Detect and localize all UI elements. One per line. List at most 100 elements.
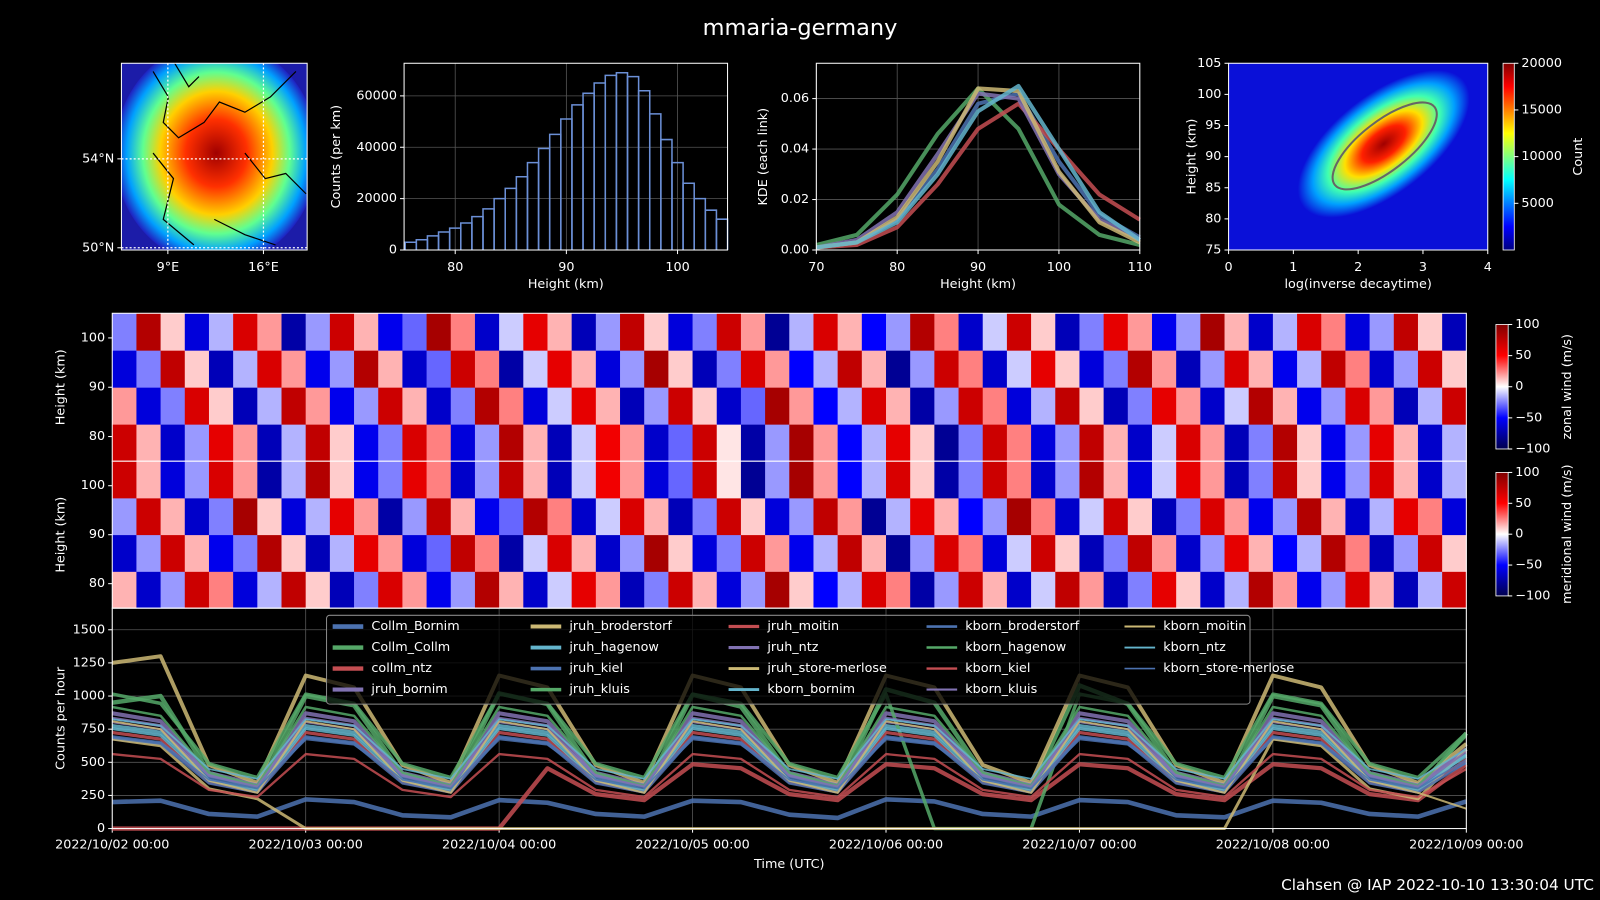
heatmap-cell [1127, 497, 1153, 536]
heatmap-cell [1393, 534, 1419, 572]
heatmap-cell [233, 571, 258, 609]
heatmap-cell [257, 313, 282, 351]
heatmap-cell [1417, 571, 1443, 609]
heatmap-cell [112, 350, 137, 388]
y-tick-label: 54°N [82, 151, 114, 166]
heatmap-cell [1224, 497, 1250, 536]
heatmap-cell [1200, 497, 1225, 536]
heatmap-cell [1272, 534, 1298, 572]
legend-label: kborn_store-merlose [1163, 661, 1294, 676]
heatmap-cell [547, 461, 573, 499]
colorbar-label: Count [1571, 138, 1586, 176]
colorbar-label: zonal wind (m/s) [1560, 334, 1575, 440]
y-tick-label: 0.00 [781, 243, 809, 258]
heatmap-cell [934, 534, 959, 572]
heatmap-cell [354, 497, 379, 536]
heatmap-cell [1224, 534, 1250, 572]
heatmap-cell [1127, 571, 1153, 609]
heatmap-cell [716, 387, 742, 425]
heatmap-cell [982, 424, 1008, 462]
heatmap-cell [523, 461, 548, 499]
heatmap-cell [1006, 350, 1032, 388]
heatmap-cell [281, 571, 307, 609]
heatmap-cell [934, 571, 959, 609]
legend-label: jruh_bornim [370, 682, 447, 697]
heatmap-cell [329, 313, 355, 351]
legend-label: collm_ntz [371, 661, 432, 676]
heatmap-cell [426, 534, 452, 572]
heatmap-cell [813, 497, 839, 536]
y-tick-label: 20000 [356, 191, 397, 206]
heatmap-cell [523, 387, 548, 425]
heatmap-cell [813, 424, 839, 462]
x-tick-label: 16°E [248, 260, 279, 275]
heatmap-cell [1079, 461, 1105, 499]
heatmap-cell [160, 350, 186, 388]
heatmap-cell [184, 387, 210, 425]
heatmap-cell [523, 534, 548, 572]
heatmap-cell [160, 387, 186, 425]
heatmap-cell [692, 571, 718, 609]
heatmap-cell [329, 534, 355, 572]
series-line [112, 735, 1467, 790]
heatmap-cell [716, 424, 742, 462]
x-tick-label: 80 [447, 260, 463, 275]
heatmap-cell [1442, 387, 1467, 425]
heatmap-cell [1442, 497, 1467, 536]
heatmap-cell [1345, 571, 1371, 609]
y-tick-label: 100 [81, 478, 105, 493]
heatmap-cell [1224, 350, 1250, 388]
heatmap-cell [910, 313, 935, 351]
plot-frame [111, 607, 1467, 830]
heatmap-cell [958, 497, 984, 536]
series-line [112, 736, 1468, 794]
heatmap-cell [813, 534, 839, 572]
heatmap-cell [305, 313, 331, 351]
heatmap-cell [378, 534, 403, 572]
heatmap-cell [474, 387, 500, 425]
heatmap-cell [740, 350, 766, 388]
heatmap-cell [426, 461, 452, 499]
legend-label: Collm_Collm [371, 640, 450, 655]
heatmap-cell [426, 497, 452, 536]
heatmap-cell [1272, 313, 1298, 351]
heatmap-cell [765, 571, 790, 609]
heatmap-cell [620, 571, 645, 609]
heatmap-cell [1031, 387, 1056, 425]
heatmap-cell [1151, 387, 1177, 425]
y-tick-label: 750 [81, 722, 105, 737]
heatmap-cell [740, 534, 766, 572]
colorbar [1495, 324, 1509, 450]
heatmap-cell [160, 534, 186, 572]
hist2d-density [1297, 70, 1470, 218]
heatmap-cell [571, 313, 597, 351]
heatmap-cell [813, 313, 839, 351]
heatmap-cell [450, 313, 476, 351]
heatmap-cell [1248, 424, 1274, 462]
heatmap-cell [1079, 350, 1105, 388]
heatmap-cell [1417, 461, 1443, 499]
heatmap-cell [740, 424, 766, 462]
x-tick-label: 2022/10/07 00:00 [1022, 837, 1136, 852]
heatmap-cell [1321, 497, 1346, 536]
heatmap-cell [910, 571, 935, 609]
heatmap-cell [813, 387, 839, 425]
y-tick-label: 105 [1197, 56, 1221, 71]
heatmap-cell [1393, 571, 1419, 609]
heatmap-cell [1442, 350, 1467, 388]
heatmap-cell [329, 461, 355, 499]
heatmap-cell [716, 497, 742, 536]
heatmap-cell [571, 350, 597, 388]
heatmap-cell [765, 461, 790, 499]
x-tick-label: 1 [1289, 260, 1297, 275]
heatmap-cell [716, 350, 742, 388]
heatmap-cell [620, 387, 645, 425]
heatmap-cell [305, 461, 331, 499]
series-line [112, 797, 1468, 821]
heatmap-cell [1248, 571, 1274, 609]
heatmap-cell [499, 313, 524, 351]
heatmap-cell [329, 571, 355, 609]
heatmap-cell [765, 424, 790, 462]
heatmap-cell [160, 571, 186, 609]
heatmap-cell [1031, 424, 1056, 462]
